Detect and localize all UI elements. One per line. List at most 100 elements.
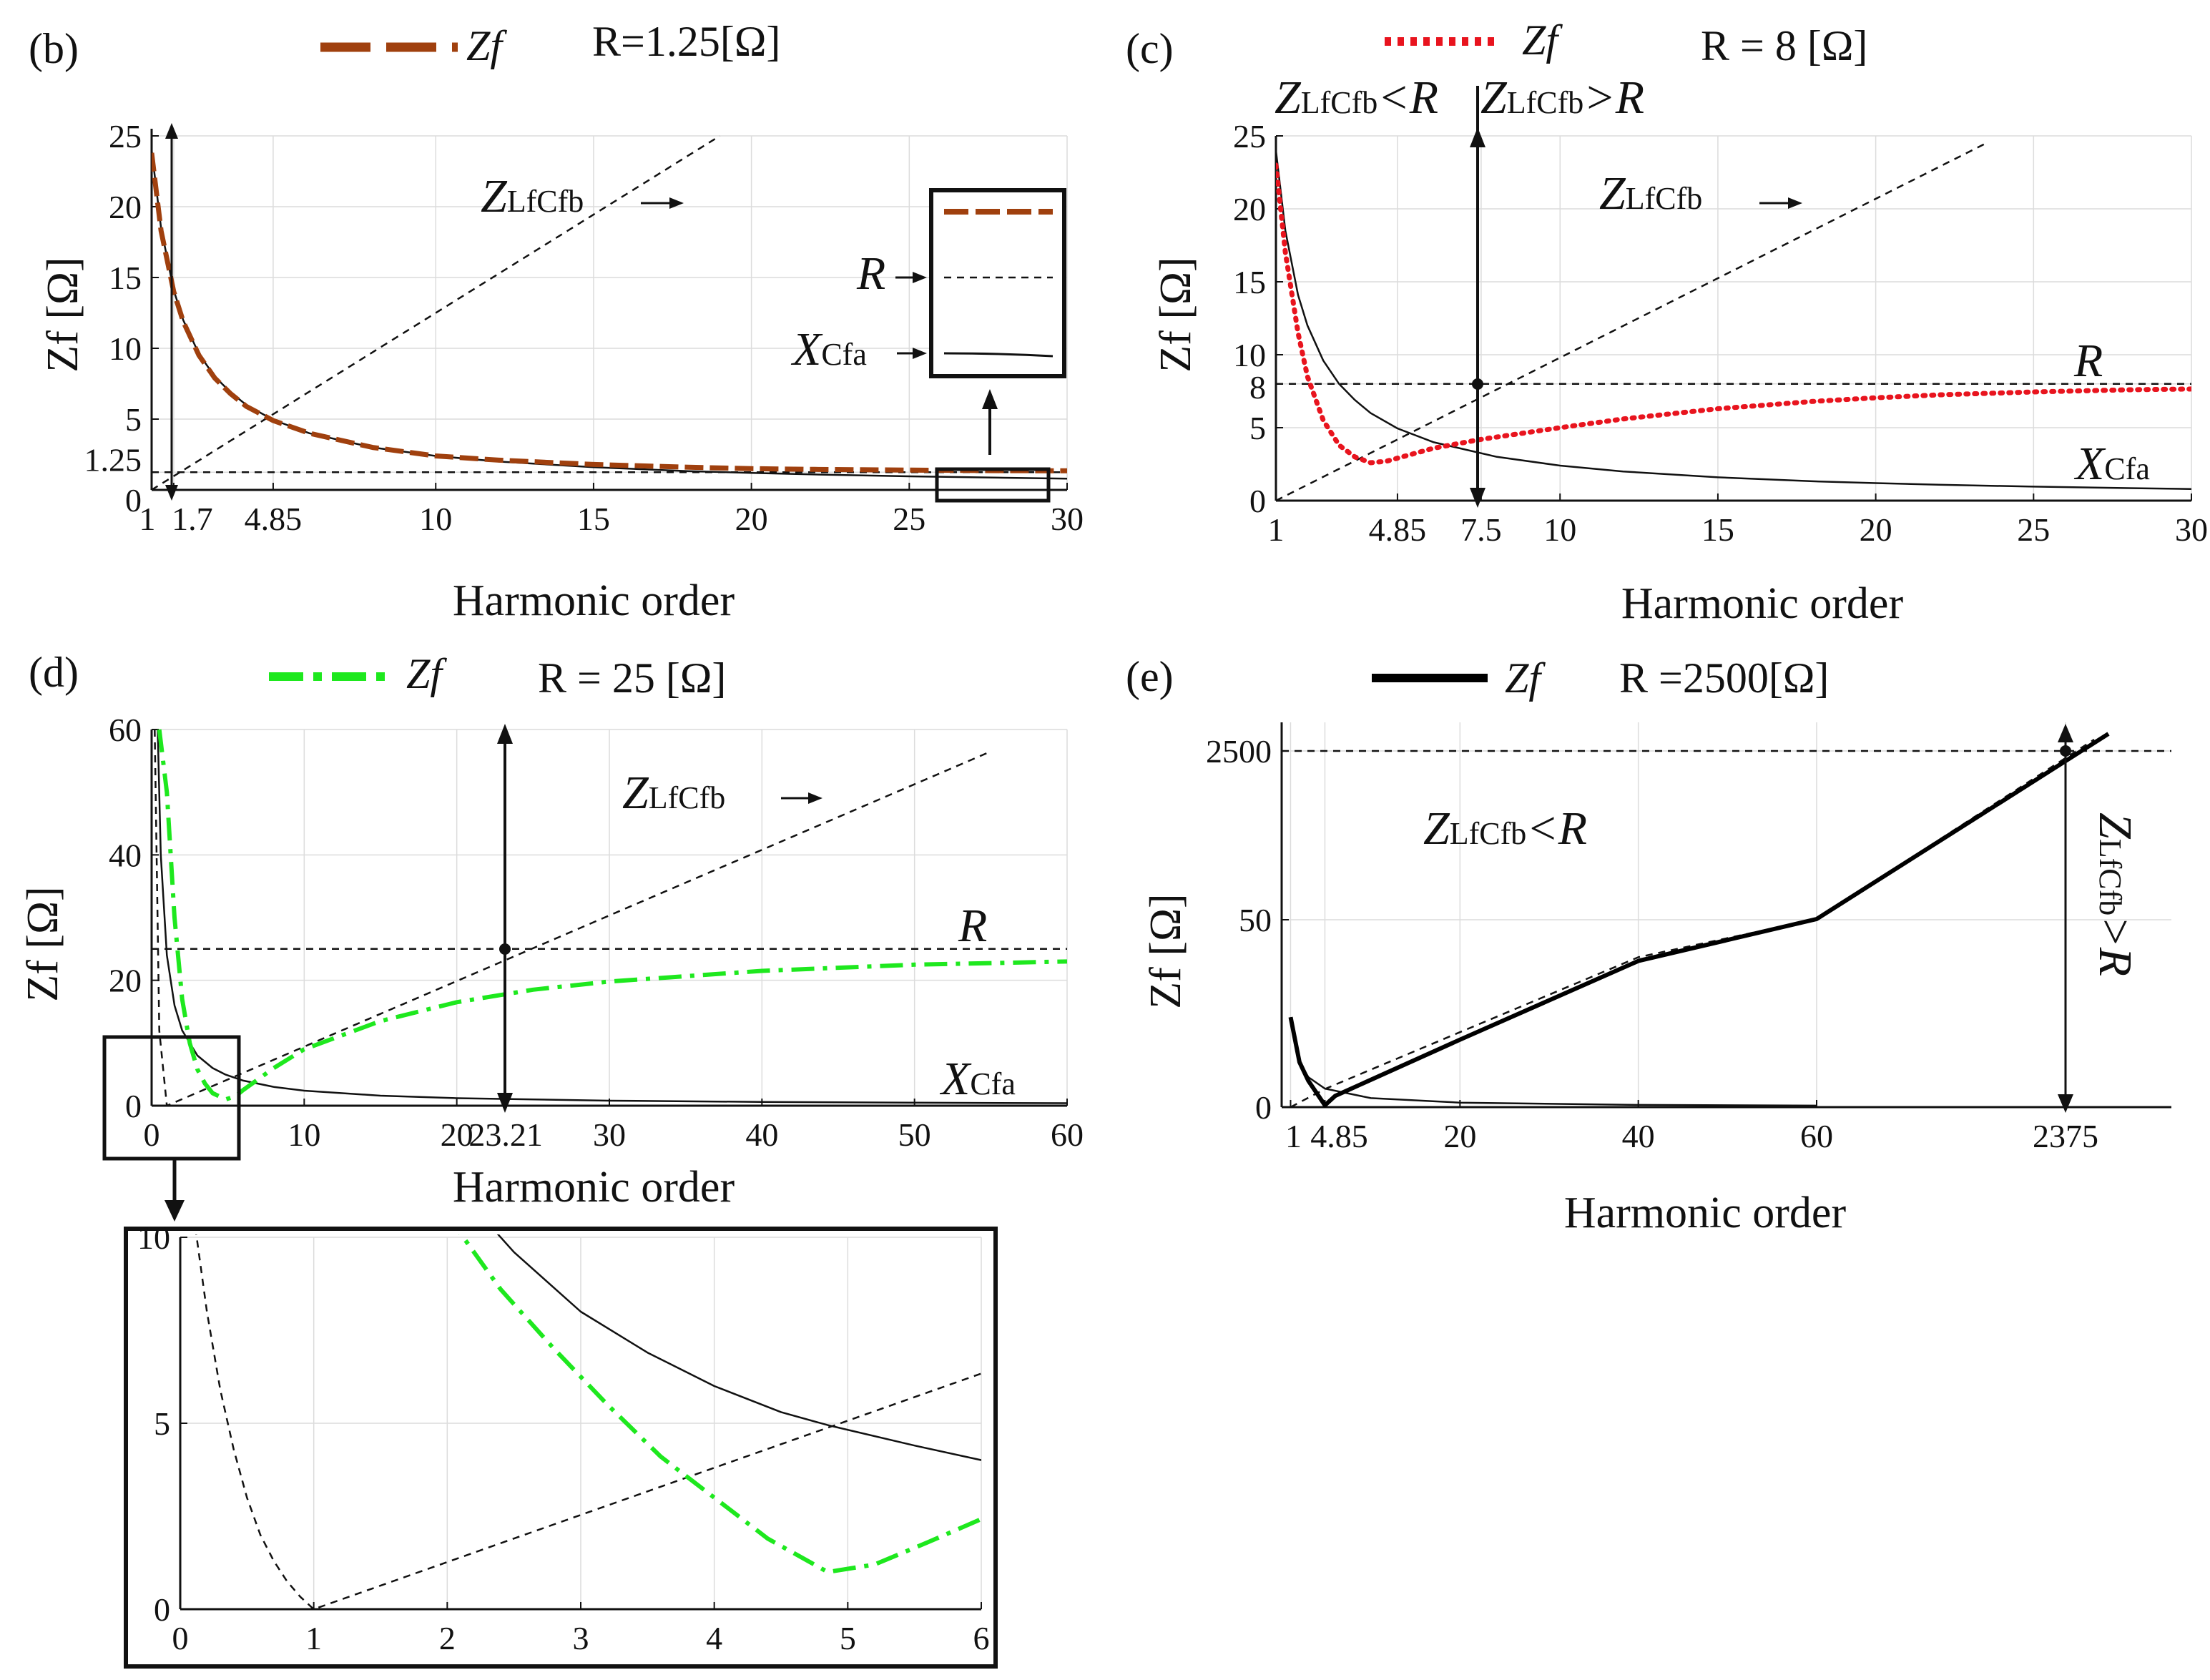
x-tick-label: 4.85: [1369, 511, 1427, 548]
panel-b: (b) Zf R=1.25[Ω] 1 1.7 4.85 10 15 20 25 30 0 1.25…: [29, 18, 1084, 625]
y-tick-label: 5: [154, 1405, 170, 1442]
grid-c: [1275, 135, 2192, 501]
arrowhead-up-b: [165, 123, 178, 139]
y-tick-label: 25: [1233, 118, 1266, 154]
panel-label-e: (e): [1126, 653, 1174, 700]
y-tick-label: 60: [109, 712, 142, 748]
legend-box-r-label-b: R: [856, 247, 885, 300]
y-tick-label: 0: [125, 482, 142, 519]
zlfcfb-arrowhead-c: [1788, 197, 1802, 209]
legend-text-e: R =2500[Ω]: [1619, 654, 1829, 702]
x-tick-label: 20: [1443, 1118, 1476, 1154]
series-ZLfCfb: [154, 729, 991, 1107]
x-tick-label: 30: [593, 1116, 626, 1153]
x-tick-label: 5: [840, 1620, 856, 1656]
legend-label-c: Zf: [1522, 16, 1563, 64]
zoom-box-b: [935, 467, 1051, 503]
y-tick-label: 15: [109, 260, 142, 296]
x-tick-label: 60: [1800, 1118, 1833, 1154]
series-c: [1276, 142, 2191, 502]
y-tick-label: 0: [1255, 1089, 1272, 1126]
arrowhead-down-c: [1470, 488, 1485, 508]
series-XCfa: [1276, 150, 2191, 490]
y-axis-title-c: Zf [Ω]: [1151, 257, 1200, 372]
x-tick-label: 20: [1860, 511, 1892, 548]
x-tick-label: 1: [1268, 511, 1285, 548]
y-tick-label: 0: [154, 1591, 170, 1628]
x-axis-title-e: Harmonic order: [1564, 1189, 1847, 1237]
series-XCfa: [496, 1234, 981, 1461]
x-tick-label: 30: [2175, 511, 2208, 548]
x-tick-label: 40: [745, 1116, 778, 1153]
x-axis-title-b: Harmonic order: [453, 576, 735, 625]
x-axis-title-d: Harmonic order: [453, 1163, 735, 1212]
x-tick-label: 20: [441, 1116, 473, 1153]
panel-c: (c) Zf R = 8 [Ω] 1 4.85 7.5 10 15 20 25 3005810…: [1126, 16, 2208, 628]
series-Zf: [1288, 732, 2110, 1108]
series-inset: [195, 1234, 981, 1611]
y-axis-title-b: Zf [Ω]: [39, 257, 87, 372]
zlfcfb-label-d: ZLfCfb: [622, 767, 725, 819]
x-tick-label: 15: [577, 501, 610, 537]
zlfcfb-arrowhead-b: [669, 197, 684, 209]
x-tick-label: 30: [1051, 501, 1084, 537]
x-tick-label: 4.85: [1310, 1118, 1368, 1154]
x-tick-label: 0: [144, 1116, 160, 1153]
zlfcfb-arrowhead-d: [808, 792, 822, 804]
x-tick-label: 10: [288, 1116, 320, 1153]
r-arrowhead-b: [913, 272, 927, 283]
x-axis-title-c: Harmonic order: [1621, 579, 1904, 628]
inset-frame: [124, 1227, 998, 1669]
zoom-box-d: [102, 1035, 241, 1161]
intersection-dot-d: [499, 943, 511, 955]
x-tick-label: 1: [305, 1620, 322, 1656]
arrowhead-down-e: [2058, 1094, 2073, 1113]
x-tick-label: 60: [1051, 1116, 1084, 1153]
x-tick-label: 15: [1701, 511, 1734, 548]
x-tick-label: 10: [419, 501, 452, 537]
r-label-c: R: [2073, 335, 2103, 387]
y-tick-label: 2500: [1206, 733, 1272, 770]
y-tick-label: 10: [1233, 337, 1266, 373]
legend-text-b: R=1.25[Ω]: [592, 18, 780, 65]
zlfcfb-label-b: ZLfCfb: [481, 170, 584, 222]
region-right-e: ZLfCfb>R: [2089, 812, 2141, 976]
x-tick-label: 7.5: [1460, 511, 1502, 548]
y-tick-label: 10: [137, 1219, 170, 1256]
x-tick-label: 25: [2017, 511, 2050, 548]
x-tick-label: 25: [893, 501, 925, 537]
legend-label-d: Zf: [406, 650, 447, 697]
series-ZLfCfb: [1276, 142, 1987, 502]
arrowhead-up-d: [497, 724, 513, 744]
x-tick-label: 50: [898, 1116, 931, 1153]
x-tick-label: 23.21: [468, 1116, 543, 1153]
arrowhead-up-c: [1470, 127, 1485, 147]
x-tick-label: 2375: [2033, 1118, 2098, 1154]
intersection-dot-e: [2060, 745, 2071, 757]
x-tick-label: 40: [1622, 1118, 1655, 1154]
y-tick-label: 20: [109, 189, 142, 225]
legend-box-x-label-b: XCfa: [790, 323, 867, 375]
panel-label-d: (d): [29, 649, 79, 696]
panel-label-c: (c): [1126, 25, 1174, 72]
region-right-c: ZLfCfb>R: [1480, 72, 1644, 124]
y-tick-label: 0: [125, 1088, 142, 1124]
y-axis-title-e: Zf [Ω]: [1141, 893, 1190, 1008]
legend-label-e: Zf: [1505, 654, 1546, 702]
legend-label-b: Zf: [466, 22, 507, 69]
x-tick-label: 10: [1543, 511, 1576, 548]
series-Zf: [152, 152, 1067, 473]
y-tick-label: 20: [1233, 191, 1266, 227]
x-tick-label: 6: [973, 1620, 990, 1656]
panel-label-b: (b): [29, 25, 79, 72]
series-e: [1282, 732, 2171, 1109]
series-Zf: [1276, 162, 2191, 466]
x-tick-label: 2: [439, 1620, 456, 1656]
region-left-c: ZLfCfb<R: [1275, 72, 1438, 124]
x-tick-label: 1: [139, 501, 156, 537]
zoom-arrowhead-d: [164, 1200, 185, 1222]
arrowhead-down-b: [165, 485, 178, 501]
